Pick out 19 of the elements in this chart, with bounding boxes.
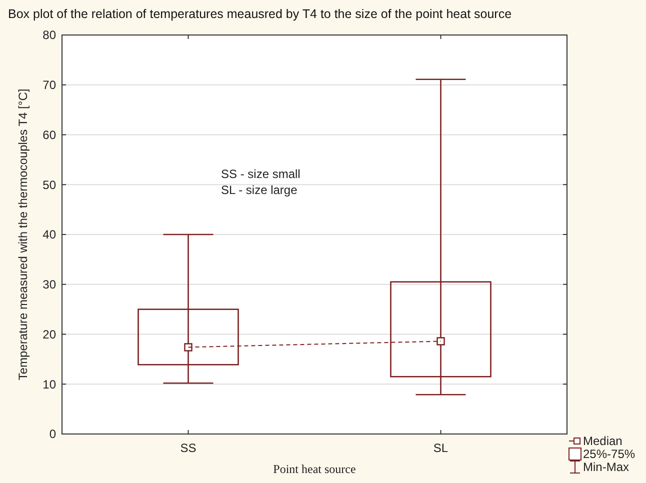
y-tick-label: 40: [42, 228, 56, 242]
y-tick-label: 70: [42, 78, 56, 92]
y-tick-label: 80: [42, 28, 56, 42]
y-tick-label: 10: [42, 377, 56, 392]
y-tick-label: 30: [42, 278, 56, 292]
y-tick-label: 50: [42, 178, 56, 192]
y-axis-title: Temperature measured with the thermocouples T4 [°C]: [16, 88, 30, 380]
x-axis-title: Point heat source: [273, 462, 356, 476]
y-tick-label: 60: [42, 128, 56, 142]
legend-label: 25%-75%: [583, 447, 636, 462]
text: Median: [583, 434, 622, 448]
x-tick-label: SS: [180, 441, 196, 455]
chart-title: Box plot of the relation of temperatures meausred by T4 to the size of the point heat source: [8, 7, 512, 21]
text: Min-Max: [583, 460, 630, 474]
y-tick-label: 0: [49, 427, 56, 442]
x-tick-label: SL: [433, 441, 448, 455]
annotation: SL - size large: [221, 183, 298, 197]
annotation: SS - size small: [221, 167, 300, 181]
y-tick-label: 20: [42, 327, 56, 342]
